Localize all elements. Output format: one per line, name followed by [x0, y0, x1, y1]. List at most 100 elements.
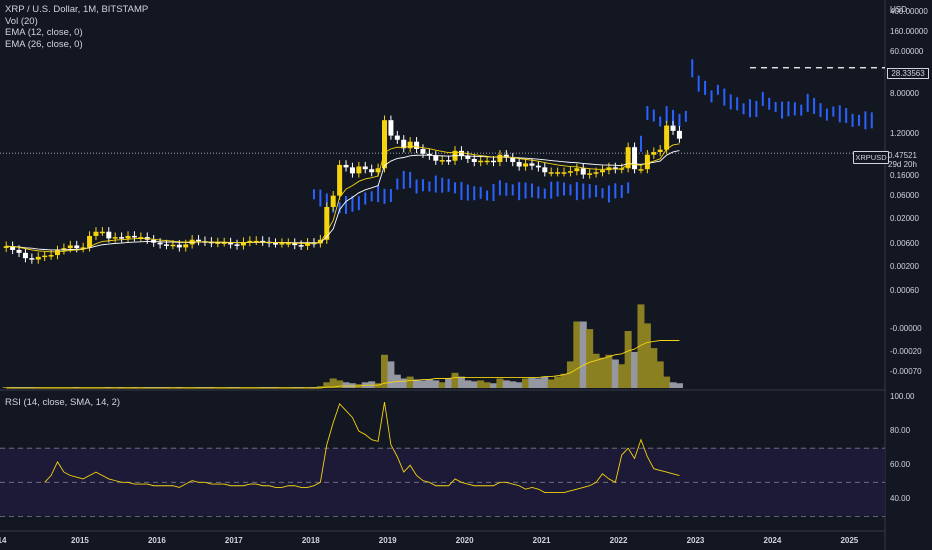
projection-mark [550, 181, 553, 199]
projection-mark [793, 102, 796, 116]
volume-bar [182, 387, 190, 388]
volume-bar [98, 387, 106, 388]
projection-mark [697, 75, 700, 92]
projection-mark [723, 88, 726, 106]
volume-bar [515, 382, 523, 388]
candle-body [394, 135, 400, 140]
projection-mark [479, 186, 482, 199]
projection-mark [672, 109, 675, 125]
projection-mark [466, 184, 469, 201]
symbol-label: XRPUSD [853, 151, 889, 164]
candle-body [555, 172, 561, 174]
volume-tick: -0.00000 [890, 324, 922, 333]
projection-mark [729, 94, 732, 110]
projection-mark [569, 184, 572, 196]
candle-body [164, 244, 169, 246]
projection-mark [832, 106, 835, 117]
candle-body [625, 147, 631, 169]
projection-mark [774, 102, 777, 113]
projection-series [312, 59, 873, 214]
projection-mark [312, 189, 315, 200]
volume-bar [547, 379, 555, 388]
volume-bar [246, 387, 254, 388]
candle-body [600, 170, 605, 173]
candle-body [542, 167, 548, 173]
volume-bar [291, 387, 299, 388]
legend-title: XRP / U.S. Dollar, 1M, BITSTAMP [5, 4, 149, 15]
projection-mark [819, 103, 822, 118]
volume-bar [278, 387, 286, 388]
projection-mark [575, 182, 578, 201]
candle-body [426, 153, 432, 156]
candle-body [587, 173, 593, 175]
volume-bar [650, 348, 658, 388]
candle-body [29, 258, 35, 260]
volume-bar [413, 379, 421, 388]
legend-ema26: EMA (26, close, 0) [5, 38, 83, 50]
projection-mark [800, 104, 803, 116]
projection-mark [524, 182, 527, 199]
price-tick: 0.00600 [890, 239, 919, 249]
price-tick: 8.00000 [890, 89, 919, 99]
volume-bars [2, 304, 683, 389]
candle-body [349, 167, 355, 174]
candle-body [183, 244, 189, 248]
time-tick: 2016 [147, 536, 166, 545]
volume-bar [586, 329, 594, 388]
projection-mark [402, 170, 405, 189]
volume-bar [130, 387, 138, 388]
volume-bar [227, 387, 235, 388]
candle-body [22, 252, 28, 259]
price-tick: 160.00000 [890, 26, 928, 36]
candle-body [138, 237, 144, 239]
volume-bar [105, 387, 113, 388]
candle-body [67, 245, 73, 249]
candle-body [471, 158, 477, 163]
candle-body [510, 157, 516, 163]
rsi-pane [0, 402, 885, 517]
candle-body [644, 154, 650, 170]
volume-bar [156, 387, 164, 388]
projection-mark [511, 184, 514, 196]
candle-body [55, 250, 60, 256]
volume-bar [54, 387, 61, 388]
volume-bar [592, 353, 600, 388]
projection-mark [473, 186, 476, 201]
candle-body [35, 256, 41, 260]
candle-body [362, 166, 368, 170]
candle-body [112, 237, 118, 239]
candle-body [523, 163, 529, 167]
candle-body [516, 162, 522, 167]
projection-mark [768, 97, 771, 110]
candle-body [61, 248, 67, 251]
candle-body [279, 243, 285, 245]
volume-bar [143, 387, 151, 388]
volume-bar [656, 361, 664, 388]
projection-mark [338, 202, 341, 214]
projection-mark [543, 188, 546, 199]
volume-ma-line [6, 340, 680, 389]
volume-tick: -0.00070 [890, 367, 922, 376]
projection-mark [582, 183, 585, 200]
volume-bar [368, 381, 376, 388]
volume-bar [137, 387, 145, 388]
candle-body [465, 155, 471, 159]
candle-body [561, 172, 567, 174]
projection-mark [678, 113, 681, 127]
candle-body [285, 243, 291, 245]
volume-bar [406, 376, 414, 388]
time-tick: 2022 [609, 536, 628, 545]
candle-body [273, 243, 278, 245]
projection-mark [351, 195, 354, 212]
projection-mark [563, 182, 566, 196]
projection-mark [710, 90, 713, 103]
candle-body [292, 243, 298, 246]
projection-mark [845, 107, 848, 123]
candle-body [632, 147, 638, 170]
volume-bar [438, 382, 446, 388]
candle-body [458, 150, 464, 156]
projection-mark [761, 91, 764, 106]
volume-bar [304, 387, 312, 388]
candle-body [567, 171, 573, 173]
